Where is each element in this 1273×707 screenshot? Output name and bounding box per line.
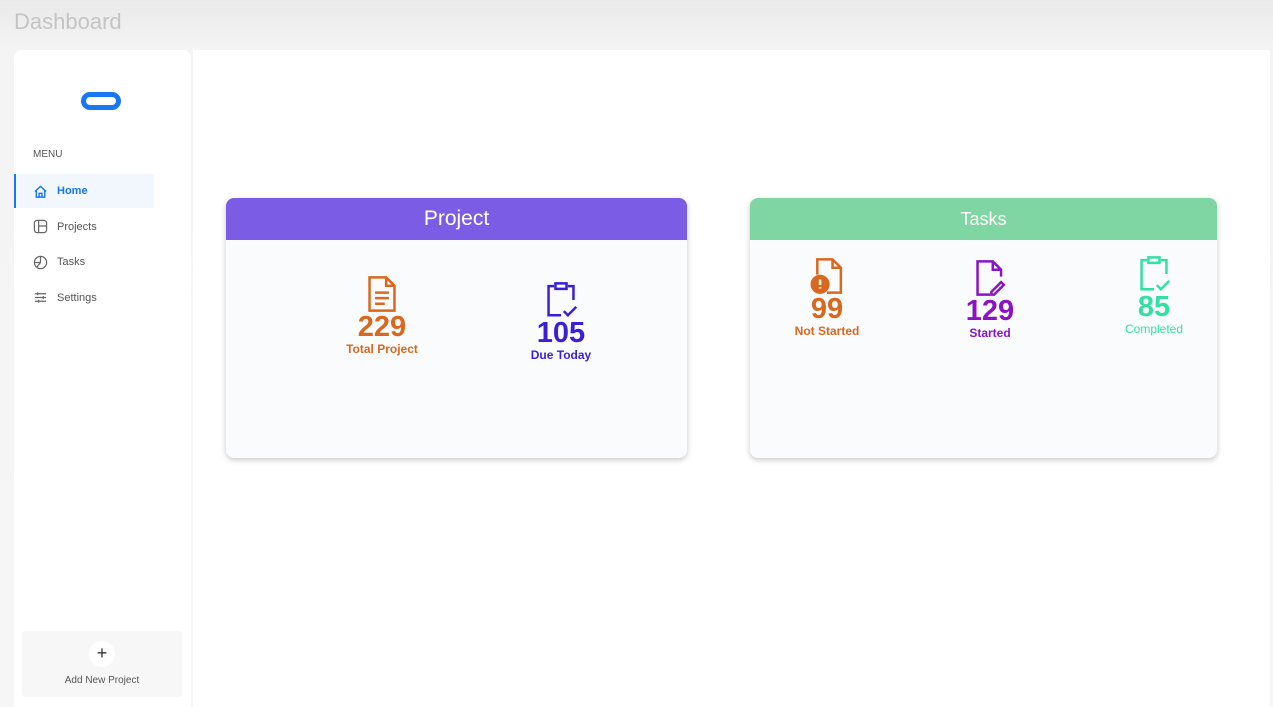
sidebar-item-label: Settings (57, 291, 97, 304)
clipboard-check-icon (547, 282, 578, 317)
tasks-card-title: Tasks (750, 198, 1217, 240)
not-started-stat: 99 Not Started (767, 258, 887, 338)
logo (81, 92, 121, 110)
menu-label: MENU (33, 149, 63, 160)
main-content: Project 229 Total Project 105 Due Today … (193, 50, 1270, 707)
tasks-card: Tasks 99 Not Started 129 Started 85 Comp… (750, 198, 1217, 458)
sliders-icon (34, 292, 47, 303)
add-new-project-button[interactable]: + Add New Project (22, 631, 182, 697)
started-stat: 129 Started (930, 260, 1050, 340)
sidebar-item-label: Home (57, 185, 88, 197)
plus-icon: + (89, 641, 115, 667)
document-edit-icon (976, 260, 1006, 296)
sidebar-item-label: Tasks (57, 256, 86, 268)
sidebar-item-projects[interactable]: Projects (14, 210, 154, 244)
pie-icon (33, 255, 48, 269)
due-today-stat: 105 Due Today (501, 282, 621, 362)
clipboard-check-icon (1140, 256, 1171, 291)
project-card-title: Project (226, 198, 687, 240)
completed-stat: 85 Completed (1094, 256, 1214, 336)
sidebar-item-label: Projects (57, 220, 97, 233)
add-new-project-label: Add New Project (64, 675, 140, 686)
sidebar: MENU Home Projects Tasks Settings + Add … (14, 50, 191, 707)
sidebar-item-settings[interactable]: Settings (14, 281, 154, 315)
sidebar-item-home[interactable]: Home (14, 174, 154, 208)
document-alert-icon (810, 258, 843, 294)
document-icon (368, 276, 396, 312)
total-project-stat: 229 Total Project (322, 276, 442, 356)
sidebar-item-tasks[interactable]: Tasks (14, 245, 154, 279)
project-card: Project 229 Total Project 105 Due Today (226, 198, 687, 458)
page-title: Dashboard (14, 9, 122, 34)
home-icon (34, 184, 47, 198)
layout-icon (33, 219, 48, 234)
